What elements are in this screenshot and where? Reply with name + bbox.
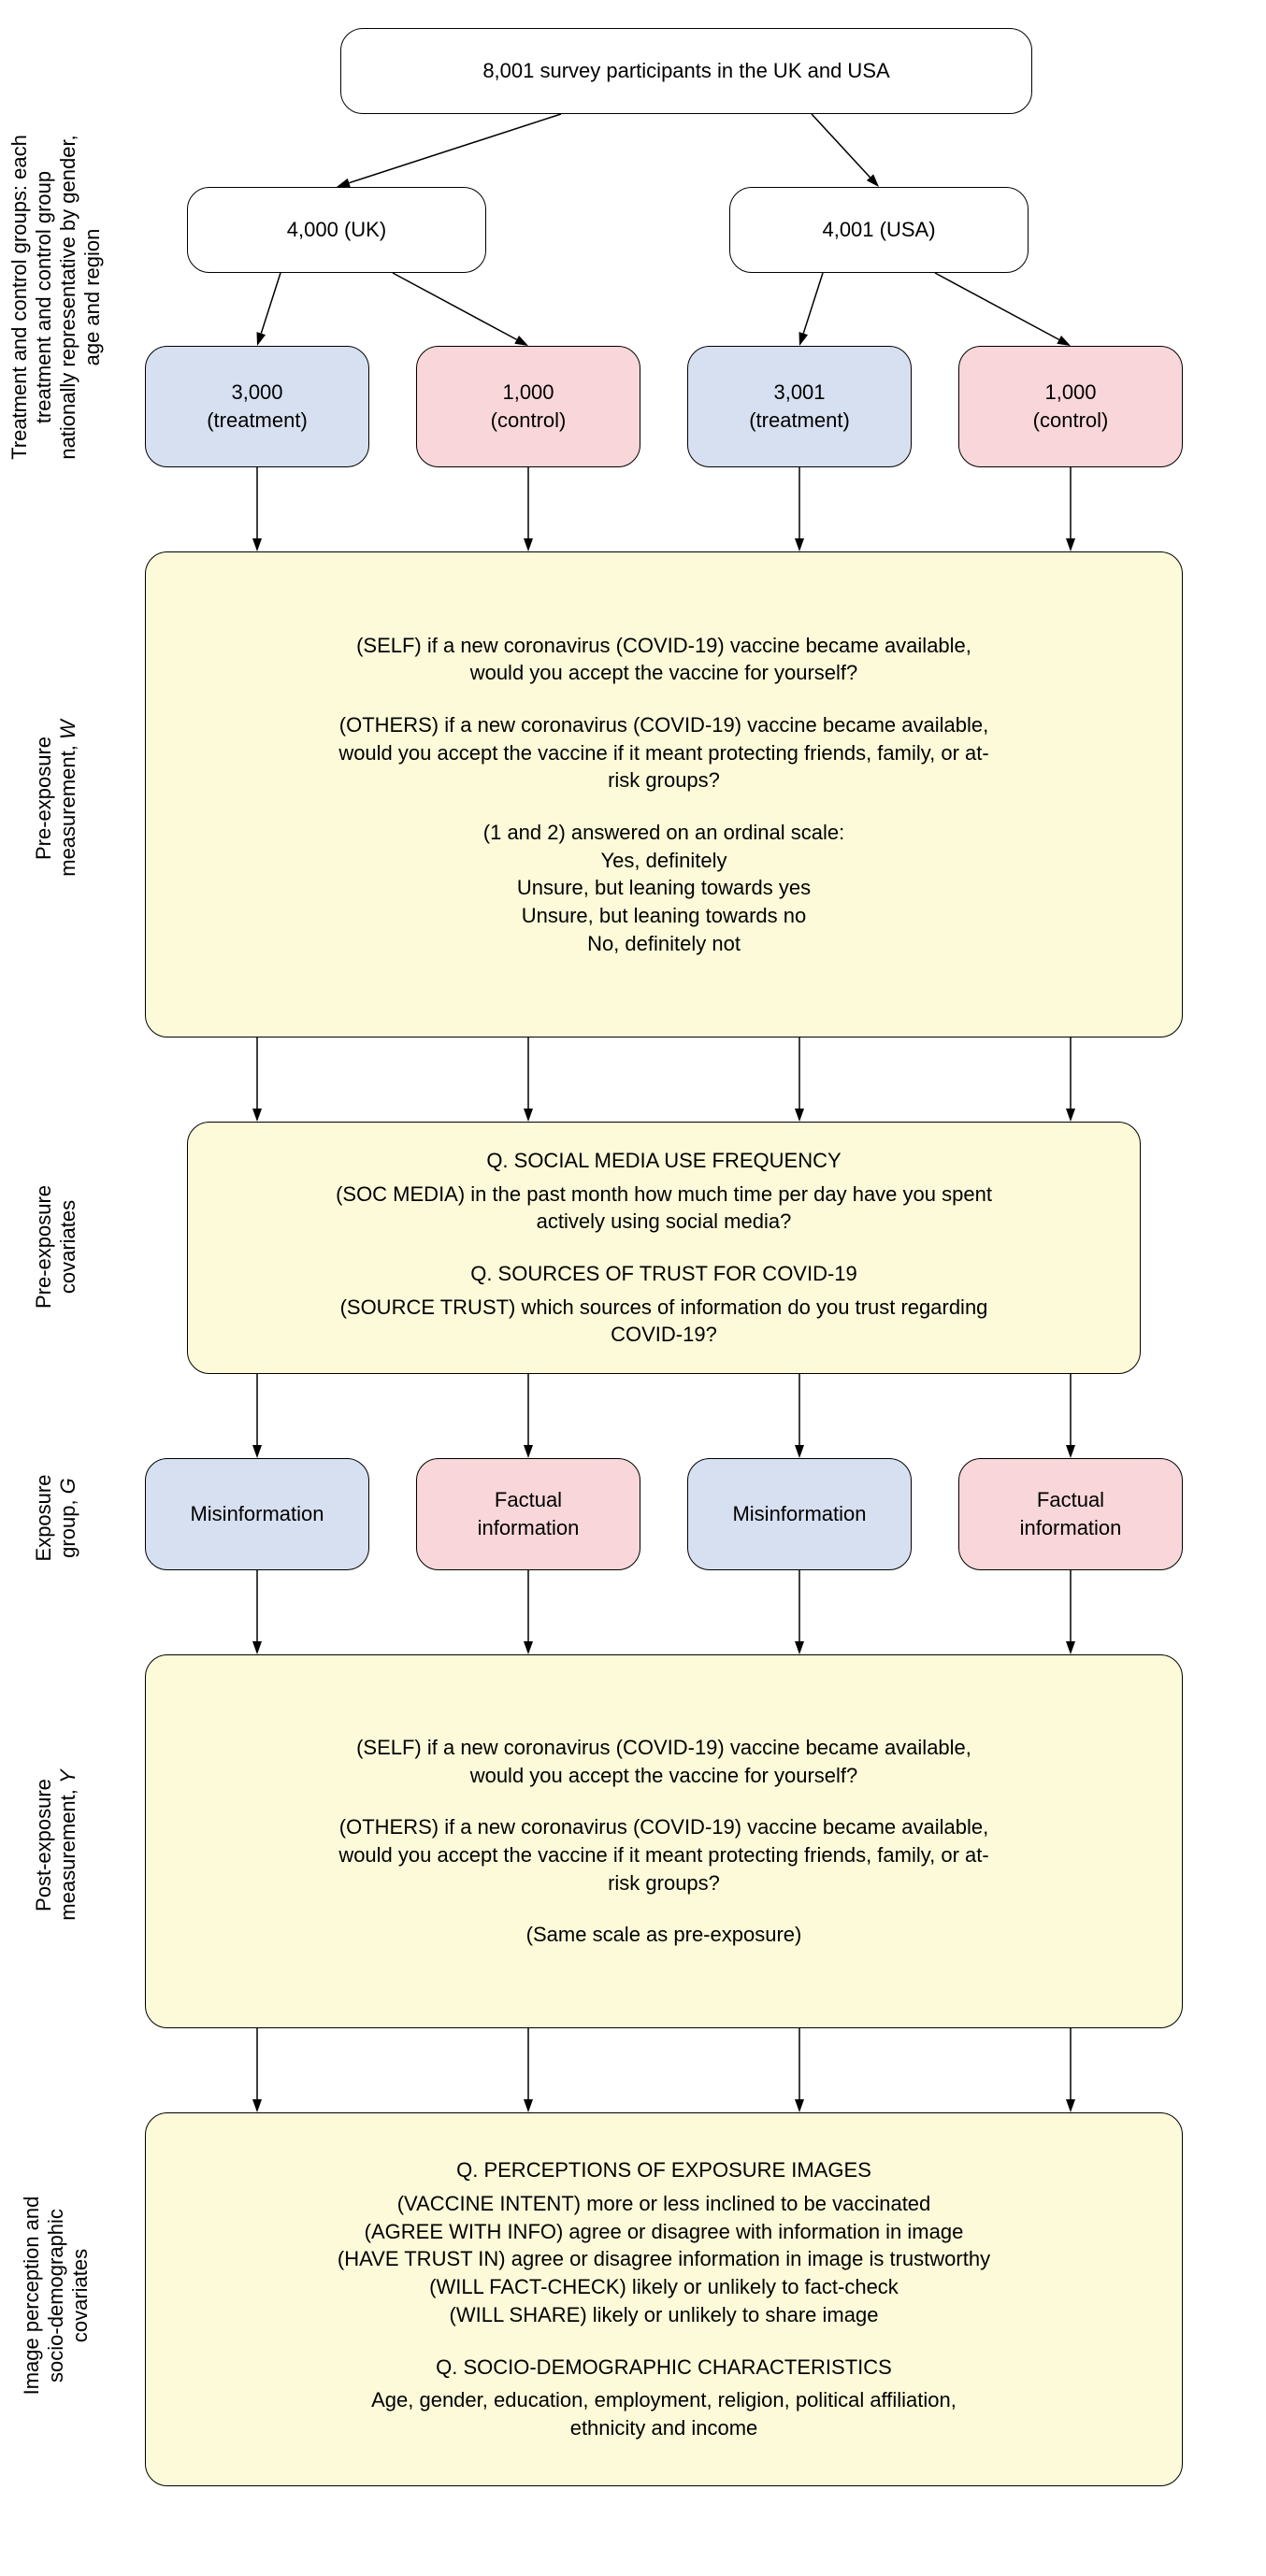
node-text: 3,000	[231, 379, 282, 407]
content-block: (SELF) if a new coronavirus (COVID-19) v…	[356, 632, 971, 687]
node-postY: (SELF) if a new coronavirus (COVID-19) v…	[145, 1654, 1183, 2028]
content-block: (SELF) if a new coronavirus (COVID-19) v…	[356, 1734, 971, 1789]
node-fac1: Factualinformation	[416, 1458, 640, 1570]
node-uk: 4,000 (UK)	[187, 187, 486, 273]
node-usa: 4,001 (USA)	[729, 187, 1029, 273]
node-uk_c: 1,000(control)	[416, 346, 640, 467]
content-block: (OTHERS) if a new coronavirus (COVID-19)…	[338, 711, 988, 794]
lbl-imgcov: Image perception andsocio-demographiccov…	[20, 2015, 93, 2576]
flowchart-diagram: Treatment and control groups: eachtreatm…	[0, 0, 1266, 2537]
content-block: (1 and 2) answered on an ordinal scale:Y…	[483, 819, 844, 957]
lbl-groups: Treatment and control groups: eachtreatm…	[7, 17, 105, 578]
content-block: Q. SOURCES OF TRUST FOR COVID-19(SOURCE …	[340, 1260, 988, 1349]
node-fac2: Factualinformation	[958, 1458, 1183, 1570]
node-text: 4,000 (UK)	[287, 216, 386, 244]
node-text: 8,001 survey participants in the UK and …	[482, 57, 889, 85]
node-mis1: Misinformation	[145, 1458, 369, 1570]
node-mis2: Misinformation	[687, 1458, 912, 1570]
node-text: 1,000	[1044, 379, 1096, 407]
node-precov: Q. SOCIAL MEDIA USE FREQUENCY(SOC MEDIA)…	[187, 1122, 1141, 1374]
node-text: 4,001 (USA)	[822, 216, 935, 244]
node-text: (treatment)	[207, 407, 308, 435]
node-text: information	[1020, 1514, 1122, 1542]
content-block: (OTHERS) if a new coronavirus (COVID-19)…	[338, 1813, 988, 1896]
node-text: Factual	[495, 1486, 562, 1514]
node-root: 8,001 survey participants in the UK and …	[340, 28, 1032, 114]
node-text: Factual	[1037, 1486, 1104, 1514]
content-block: Q. PERCEPTIONS OF EXPOSURE IMAGES(VACCIN…	[338, 2156, 990, 2328]
content-block: Q. SOCIAL MEDIA USE FREQUENCY(SOC MEDIA)…	[336, 1147, 992, 1236]
node-us_c: 1,000(control)	[958, 346, 1183, 467]
node-imgcov: Q. PERCEPTIONS OF EXPOSURE IMAGES(VACCIN…	[145, 2112, 1183, 2486]
node-uk_t: 3,000(treatment)	[145, 346, 369, 467]
node-text: 3,001	[773, 379, 825, 407]
node-text: Misinformation	[732, 1500, 866, 1528]
node-text: 1,000	[502, 379, 554, 407]
node-text: (control)	[1033, 407, 1109, 435]
node-preW: (SELF) if a new coronavirus (COVID-19) v…	[145, 551, 1183, 1038]
node-text: information	[478, 1514, 580, 1542]
node-text: (control)	[491, 407, 567, 435]
content-block: Q. SOCIO-DEMOGRAPHIC CHARACTERISTICSAge,…	[371, 2354, 957, 2442]
node-us_t: 3,001(treatment)	[687, 346, 912, 467]
node-text: Misinformation	[190, 1500, 324, 1528]
content-block: (Same scale as pre-exposure)	[526, 1921, 802, 1949]
node-text: (treatment)	[749, 407, 850, 435]
